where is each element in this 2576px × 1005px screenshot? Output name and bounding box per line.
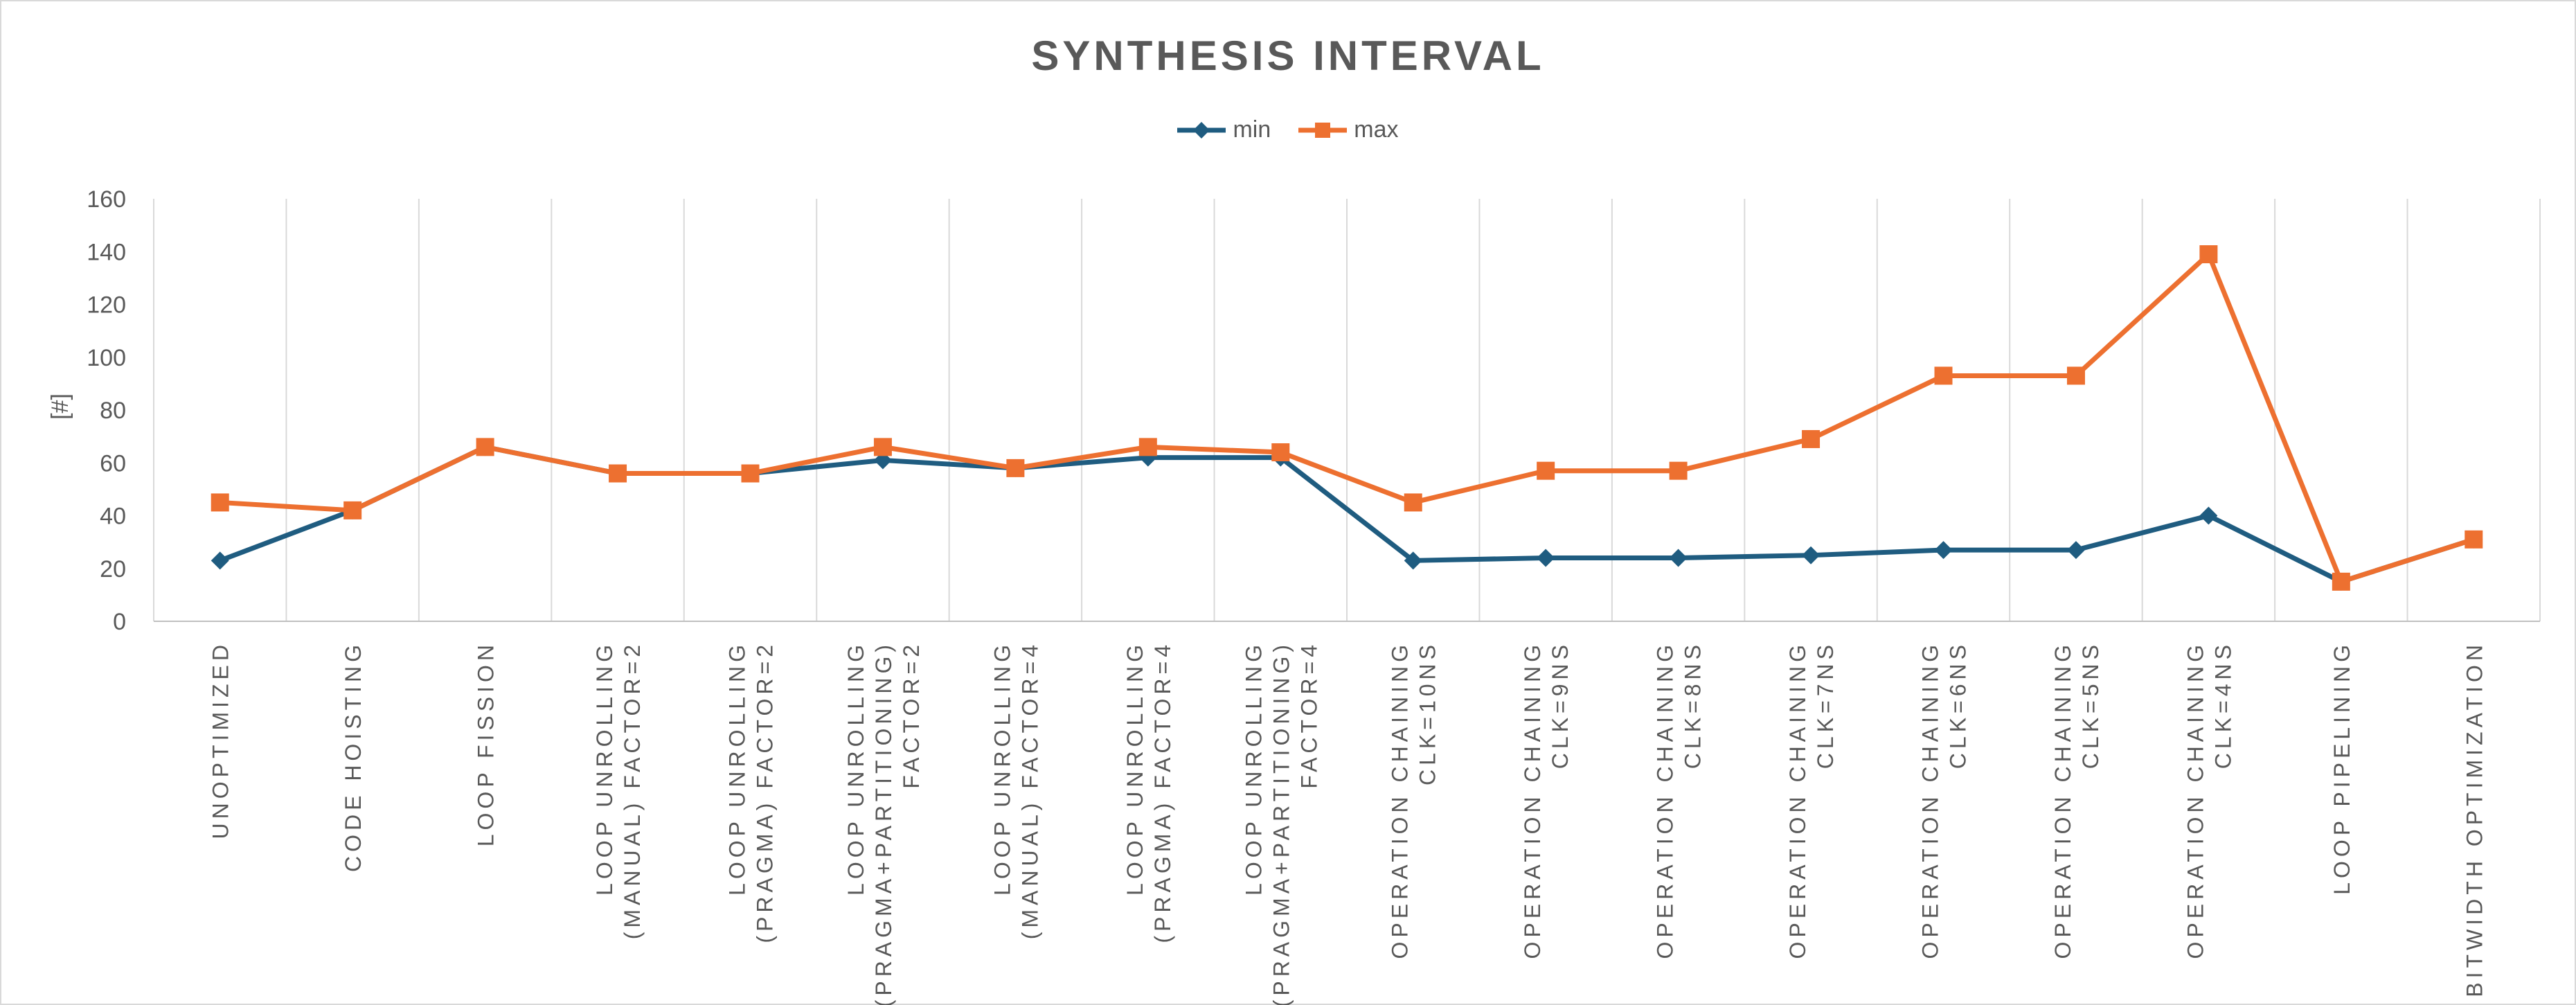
data-point-max — [2199, 245, 2218, 264]
x-tick-label: OPERATION CHAINING — [2183, 641, 2208, 959]
y-tick-label: 40 — [100, 504, 126, 530]
legend-item-min: min — [1177, 116, 1271, 143]
x-tick-label: CLK=6NS — [1946, 641, 1971, 769]
data-point-max — [1006, 459, 1025, 477]
legend-marker-min — [1177, 121, 1226, 139]
data-point-max — [609, 464, 627, 483]
data-point-min — [2199, 506, 2218, 525]
x-tick-label: LOOP UNROLLING — [843, 641, 868, 896]
x-tick-label: CLK=8NS — [1681, 641, 1706, 769]
x-tick-label: CLK=7NS — [1813, 641, 1838, 769]
x-tick-label: LOOP UNROLLING — [990, 641, 1014, 896]
x-tick-label: (PRAGMA+PARTITIONING) — [1269, 641, 1294, 1005]
series-line-max — [217, 251, 2476, 585]
x-tick-label: OPERATION CHAINING — [2050, 641, 2075, 959]
y-tick-label: 120 — [87, 292, 126, 319]
data-point-min — [1934, 541, 1953, 560]
data-point-max — [211, 493, 229, 512]
data-point-max — [873, 438, 892, 456]
x-tick-label: FACTOR=4 — [1296, 641, 1321, 789]
data-point-max — [741, 464, 760, 483]
x-tick-label: CODE HOISTING — [341, 641, 366, 872]
y-tick-label: 100 — [87, 345, 126, 371]
data-point-max — [1138, 438, 1157, 456]
x-tick-label: CLK=10NS — [1415, 641, 1440, 785]
chart-legend: min max — [0, 116, 2576, 143]
data-point-max — [1802, 429, 1821, 448]
x-tick-label: LOOP PIPELINING — [2329, 641, 2354, 895]
x-tick-label: OPERATION CHAINING — [1653, 641, 1678, 959]
data-point-max — [2066, 366, 2085, 385]
x-tick-label: OPERATION CHAINING — [1785, 641, 1810, 959]
x-tick-label: LOOP UNROLLING — [1122, 641, 1147, 896]
data-point-max — [1537, 461, 1555, 480]
data-point-max — [1271, 443, 1290, 461]
x-tick-label: FACTOR=2 — [899, 641, 924, 789]
x-tick-label: LOOP FISSION — [474, 641, 499, 846]
x-tick-label: LOOP UNROLLING — [1241, 641, 1266, 896]
data-point-max — [1669, 461, 1688, 480]
data-point-max — [1934, 366, 1953, 385]
x-tick-label: (PRAGMA) FACTOR=4 — [1150, 641, 1175, 943]
data-point-min — [1404, 551, 1422, 570]
data-point-min — [1802, 546, 1821, 564]
y-tick-label: 20 — [100, 556, 126, 582]
x-tick-label: CLK=5NS — [2078, 641, 2103, 769]
x-tick-label: (PRAGMA) FACTOR=2 — [753, 641, 778, 943]
x-tick-label: BITWIDTH OPTIMIZATION — [2462, 641, 2487, 997]
data-point-min — [211, 551, 229, 570]
y-tick-label: 60 — [100, 450, 126, 477]
x-tick-label: CLK=9NS — [1548, 641, 1573, 769]
y-axis-title: [#] — [47, 393, 73, 420]
data-point-max — [2332, 572, 2350, 591]
data-point-max — [2465, 530, 2483, 549]
legend-label-max: max — [1354, 116, 1399, 143]
legend-item-max: max — [1298, 116, 1399, 143]
x-tick-label: OPERATION CHAINING — [1388, 641, 1413, 959]
data-point-min — [1669, 549, 1688, 567]
x-tick-label: (MANUAL) FACTOR=2 — [620, 641, 645, 939]
data-point-min — [2066, 541, 2085, 560]
y-tick-label: 80 — [100, 398, 126, 424]
x-tick-label: CLK=4NS — [2210, 641, 2235, 769]
x-tick-label: OPERATION CHAINING — [1918, 641, 1943, 959]
y-tick-label: 140 — [87, 239, 126, 265]
x-tick-label: (MANUAL) FACTOR=4 — [1017, 641, 1042, 939]
y-tick-label: 0 — [113, 609, 126, 635]
x-tick-label: OPERATION CHAINING — [1520, 641, 1545, 959]
data-point-max — [1404, 493, 1422, 512]
x-tick-label: LOOP UNROLLING — [592, 641, 617, 896]
y-tick-label: 160 — [87, 186, 126, 213]
legend-label-min: min — [1233, 116, 1271, 143]
chart-title: SYNTHESIS INTERVAL — [1031, 33, 1545, 79]
x-tick-label: UNOPTIMIZED — [208, 641, 233, 839]
x-tick-label: LOOP UNROLLING — [725, 641, 750, 896]
legend-marker-max — [1298, 122, 1348, 138]
x-tick-label: (PRAGMA+PARTITIONING) — [871, 641, 896, 1005]
data-point-min — [1537, 549, 1555, 567]
data-point-max — [343, 501, 362, 519]
data-point-max — [476, 438, 494, 456]
